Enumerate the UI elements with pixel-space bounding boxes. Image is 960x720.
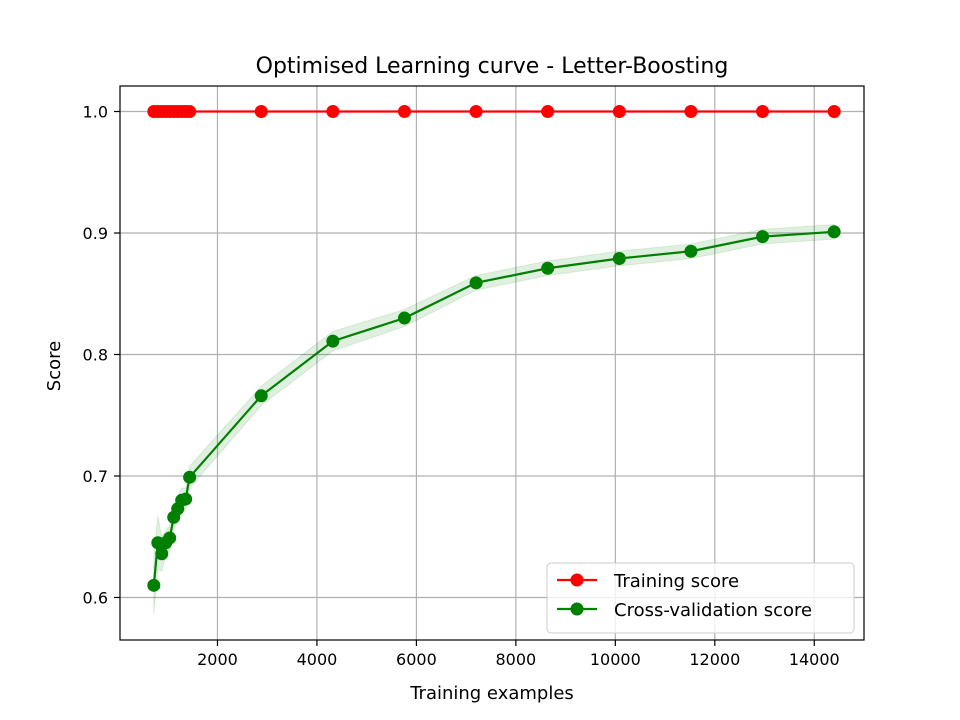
x-tick-label: 2000: [197, 650, 238, 669]
training-score-point: [756, 105, 770, 119]
legend-marker-training: [570, 573, 584, 587]
cross-validation-score-band: [153, 223, 835, 615]
legend-marker-cross-validation: [570, 602, 584, 616]
x-tick-label: 4000: [297, 650, 338, 669]
y-tick-label: 0.9: [83, 224, 108, 243]
cross-validation-score-point: [541, 261, 555, 275]
cross-validation-score-point: [612, 252, 626, 266]
training-score-point: [326, 105, 340, 119]
x-tick-label: 6000: [396, 650, 437, 669]
cross-validation-score-point: [469, 276, 483, 290]
y-tick-label: 0.8: [83, 345, 108, 364]
x-tick-label: 12000: [689, 650, 740, 669]
training-score-point: [183, 105, 197, 119]
x-tick-label: 10000: [590, 650, 641, 669]
series-points: [147, 105, 841, 592]
cross-validation-score-point: [827, 225, 841, 239]
legend-box: [546, 562, 855, 634]
y-tick-label: 0.6: [83, 588, 108, 607]
legend: Training score Cross-validation score: [546, 562, 855, 634]
legend-label-training: Training score: [613, 571, 739, 592]
y-tick-label: 1.0: [83, 103, 108, 122]
training-score-point: [397, 105, 411, 119]
training-score-point: [254, 105, 268, 119]
x-tick-label: 8000: [496, 650, 537, 669]
training-score-point: [541, 105, 555, 119]
cross-validation-score-point: [179, 492, 193, 506]
legend-label-cross-validation: Cross-validation score: [614, 600, 812, 621]
training-score-point: [827, 105, 841, 119]
cross-validation-score-point: [163, 531, 177, 545]
y-axis-label: Score: [44, 341, 65, 391]
cross-validation-score-point: [397, 311, 411, 325]
x-axis-label: Training examples: [409, 683, 574, 704]
cross-validation-score-point: [684, 244, 698, 258]
plot-area-border: [119, 85, 865, 641]
training-score-point: [612, 105, 626, 119]
grid: [120, 86, 864, 640]
cross-validation-score-point: [254, 389, 268, 403]
cross-validation-score-point: [147, 578, 161, 592]
cross-validation-score-point: [155, 547, 169, 561]
x-tick-label: 14000: [789, 650, 840, 669]
cross-validation-score-point: [183, 470, 197, 484]
training-score-point: [684, 105, 698, 119]
chart-title: Optimised Learning curve - Letter-Boosti…: [256, 54, 729, 79]
cross-validation-score-point: [326, 334, 340, 348]
training-score-point: [469, 105, 483, 119]
y-tick-label: 0.7: [83, 467, 108, 486]
confidence-bands: [153, 223, 835, 615]
axis-ticks: 2000 4000 6000 8000 10000 12000 14000 0.6 0.7 0.8…: [83, 103, 840, 669]
cross-validation-score-point: [756, 230, 770, 244]
